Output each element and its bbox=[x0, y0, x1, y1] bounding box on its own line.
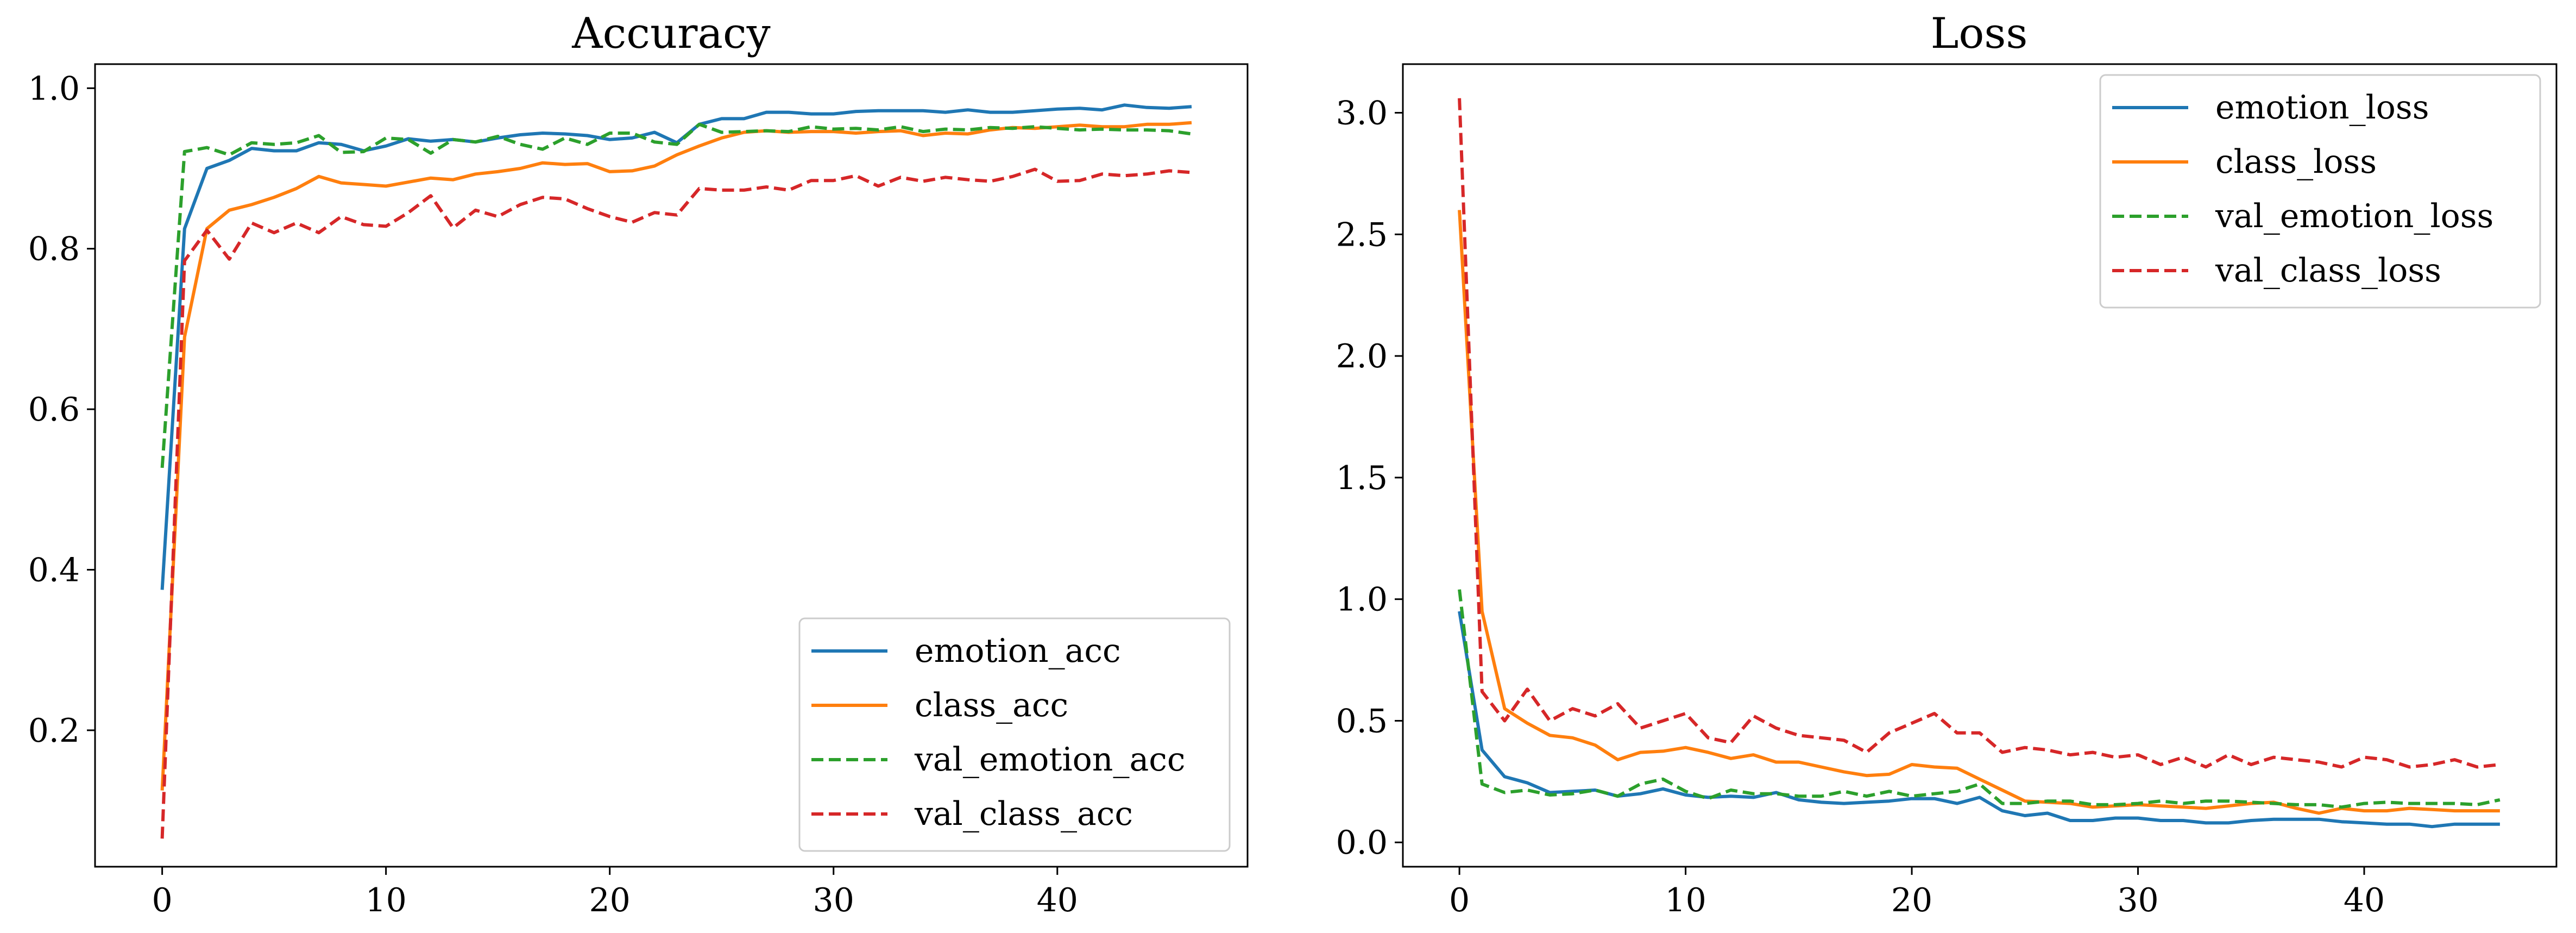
loss-x-tick-label: 0 bbox=[1449, 881, 1470, 919]
loss-x-tick-label: 40 bbox=[2344, 881, 2385, 919]
accuracy-x-tick-label: 10 bbox=[365, 881, 406, 919]
accuracy-plot-frame bbox=[94, 63, 1249, 868]
loss-panel: Loss 0 10 20 30 40 0.0 0.5 1.0 1.5 2.0 2.5 3.0 emoti… bbox=[1336, 9, 2558, 919]
loss-y-tick-label: 0.5 bbox=[1336, 702, 1388, 740]
accuracy-title: Accuracy bbox=[571, 9, 770, 58]
accuracy-series-val-emotion-acc bbox=[160, 122, 1192, 468]
accuracy-x-tick-label: 20 bbox=[589, 881, 631, 919]
loss-x-tick-label: 30 bbox=[2117, 881, 2158, 919]
accuracy-x-tick-label: 30 bbox=[813, 881, 854, 919]
loss-y-tick-label: 1.0 bbox=[1336, 581, 1388, 619]
accuracy-legend-label-val-class-acc: val_class_acc bbox=[914, 795, 1133, 833]
accuracy-y-tick-label: 0.4 bbox=[28, 552, 80, 590]
accuracy-panel: Accuracy 0 10 20 30 40 0.2 0.4 0.6 0.8 1.0 emotion… bbox=[28, 9, 1249, 919]
loss-x-tick-label: 20 bbox=[1891, 881, 1932, 919]
accuracy-series-class-acc bbox=[160, 121, 1192, 791]
loss-legend-label-emotion-loss: emotion_loss bbox=[2215, 89, 2429, 127]
loss-x-tick-label: 10 bbox=[1665, 881, 1706, 919]
accuracy-legend-label-emotion-acc: emotion_acc bbox=[915, 632, 1121, 670]
loss-series-emotion-loss bbox=[1458, 611, 2500, 829]
loss-series-class-loss bbox=[1458, 210, 2500, 815]
loss-plot-frame bbox=[1402, 63, 2558, 868]
loss-legend-label-val-class-loss: val_class_loss bbox=[2215, 252, 2441, 290]
loss-y-tick-label: 2.5 bbox=[1336, 216, 1388, 254]
accuracy-series-val-class-acc bbox=[160, 167, 1192, 839]
accuracy-y-tick-label: 0.6 bbox=[28, 391, 80, 429]
loss-y-tick-label: 3.0 bbox=[1336, 95, 1388, 133]
accuracy-y-tick-label: 0.2 bbox=[28, 712, 80, 750]
loss-series-val-class-loss bbox=[1458, 98, 2501, 769]
accuracy-legend-label-class-acc: class_acc bbox=[915, 686, 1068, 724]
loss-y-tick-label: 0.0 bbox=[1336, 824, 1388, 862]
accuracy-legend bbox=[798, 617, 1231, 852]
loss-y-tick-label: 2.0 bbox=[1336, 337, 1388, 375]
loss-series-val-emotion-loss bbox=[1458, 589, 2501, 809]
accuracy-legend-label-val-emotion-acc: val_emotion_acc bbox=[914, 741, 1185, 779]
accuracy-x-tick-label: 40 bbox=[1037, 881, 1078, 919]
loss-y-tick-label: 1.5 bbox=[1336, 459, 1388, 497]
accuracy-y-tick-label: 0.8 bbox=[28, 230, 80, 268]
loss-title: Loss bbox=[1931, 9, 2028, 58]
loss-legend bbox=[2099, 74, 2541, 309]
accuracy-y-tick-label: 1.0 bbox=[28, 70, 80, 108]
loss-legend-label-val-emotion-loss: val_emotion_loss bbox=[2215, 197, 2493, 235]
accuracy-x-tick-label: 0 bbox=[152, 881, 173, 919]
loss-legend-label-class-loss: class_loss bbox=[2215, 143, 2377, 181]
